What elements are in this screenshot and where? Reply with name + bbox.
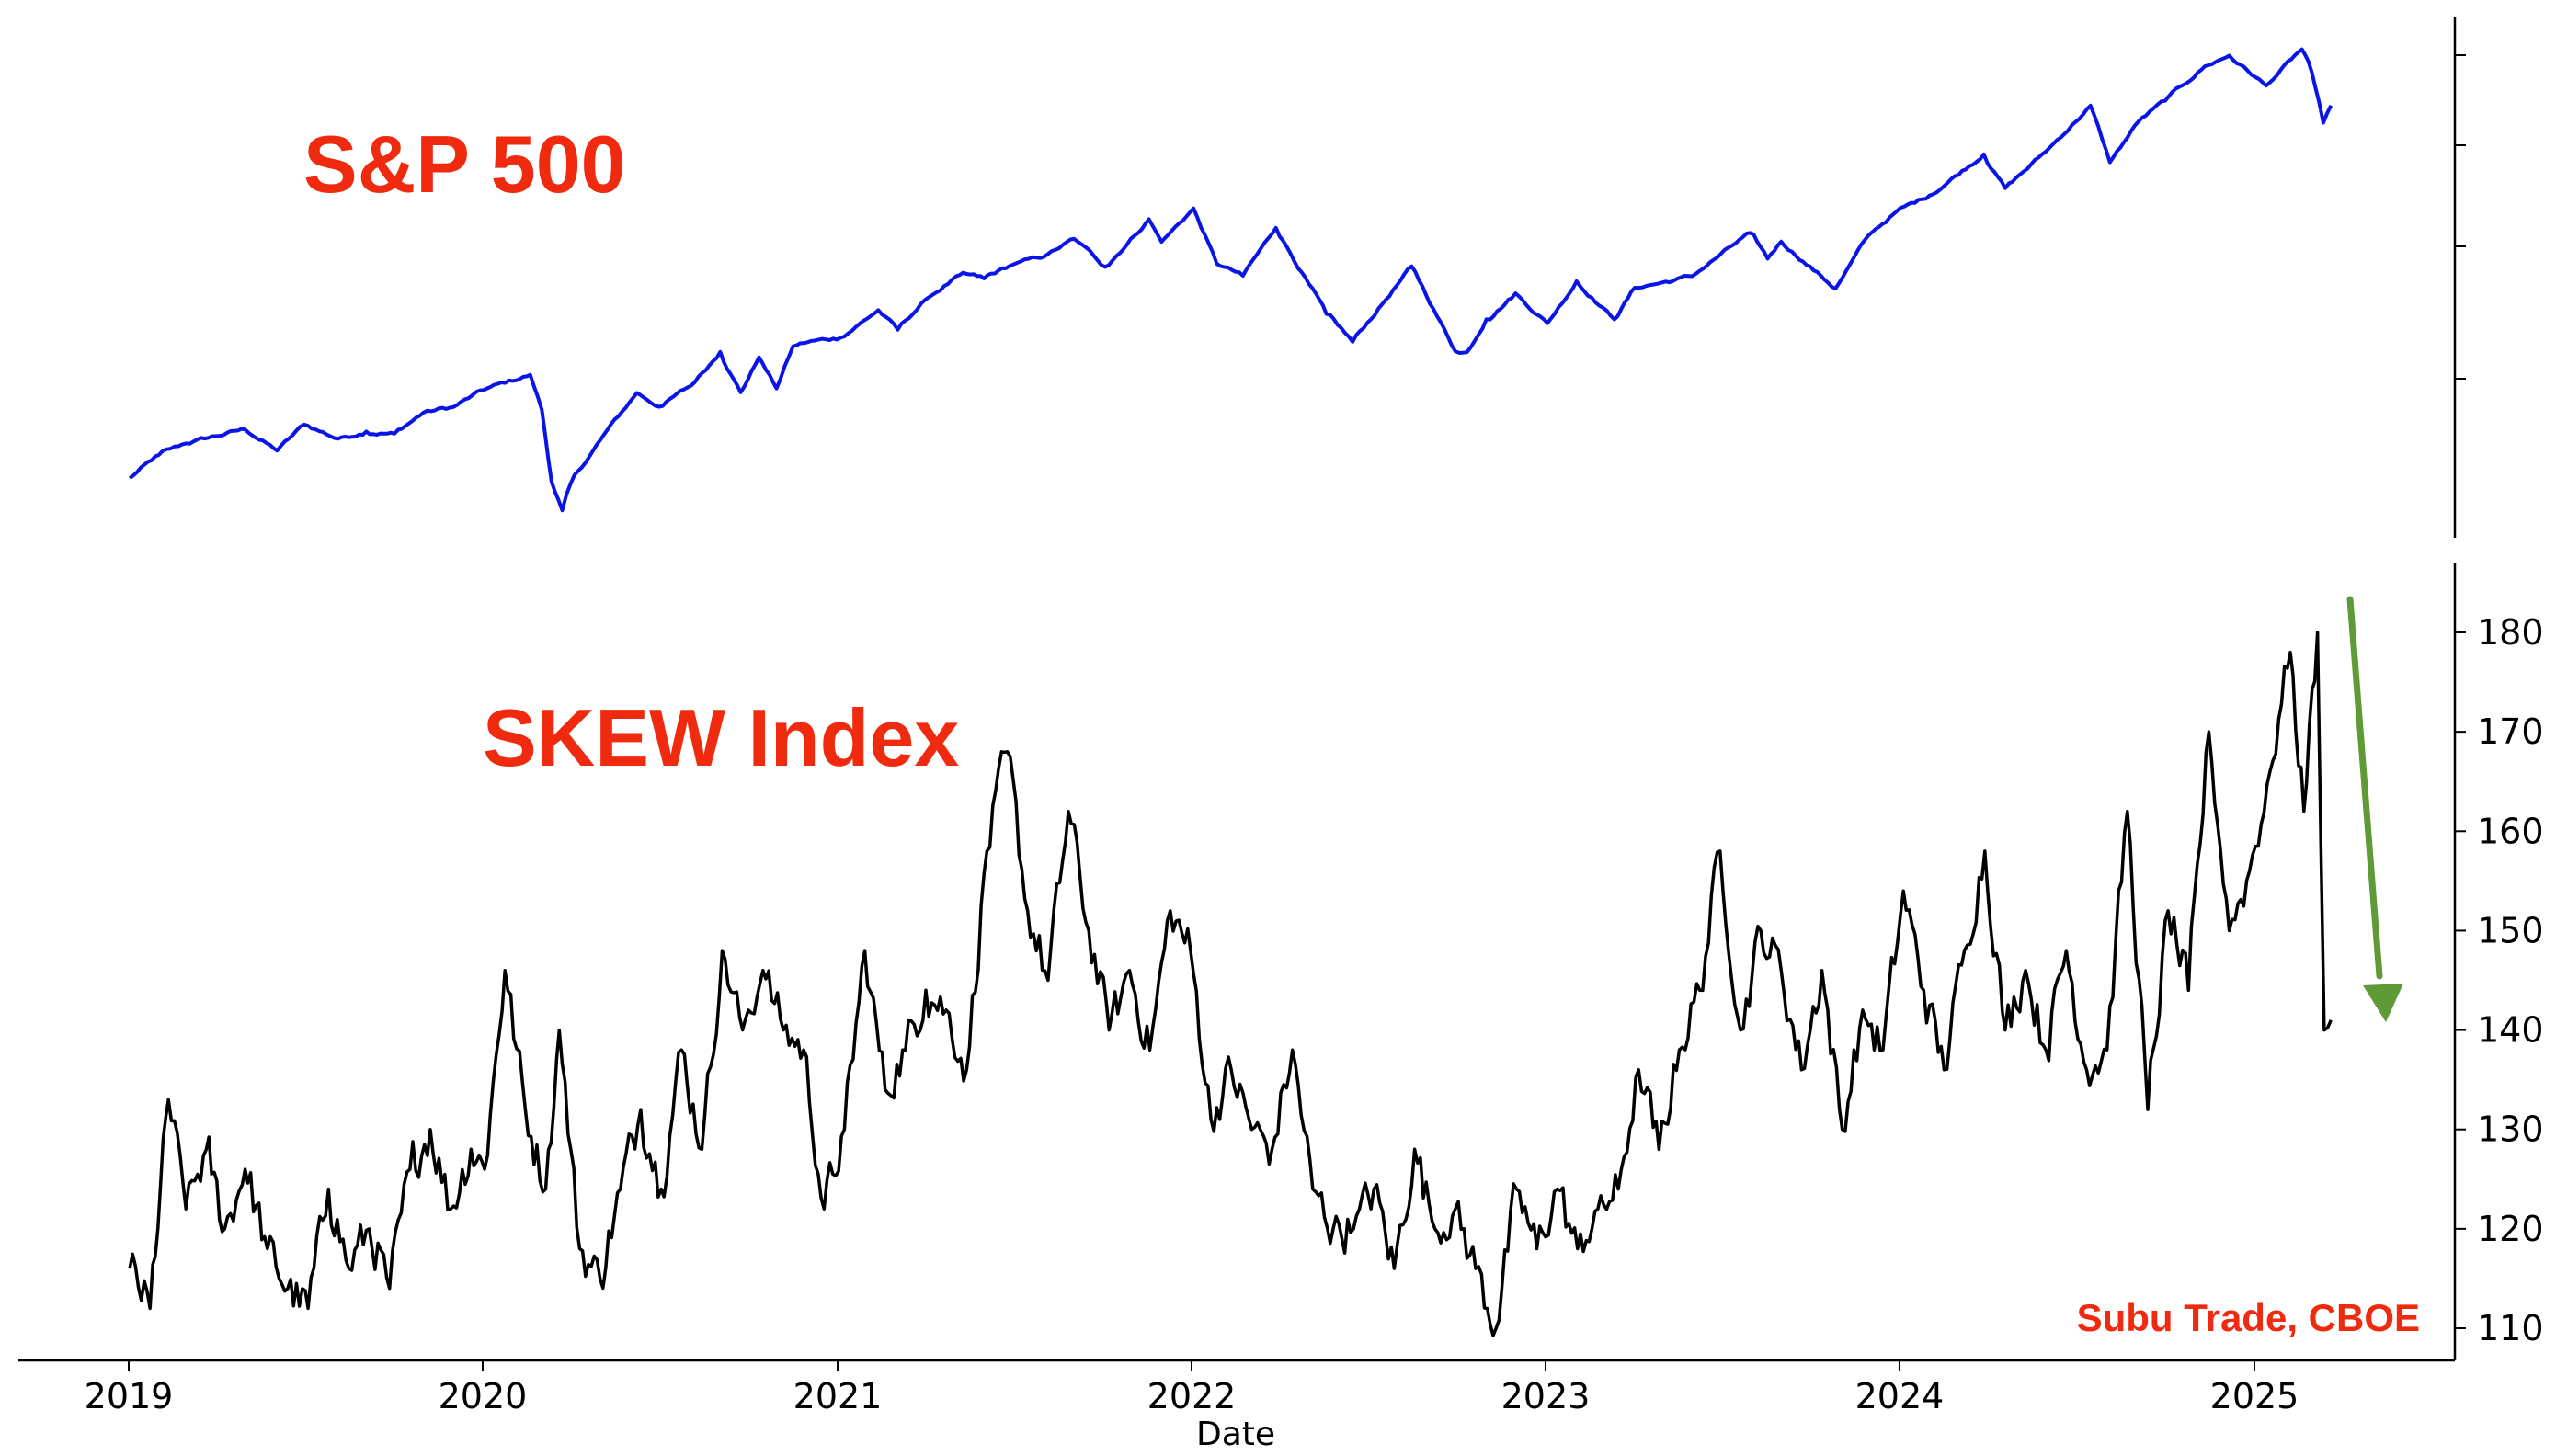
skew-title: SKEW Index — [483, 692, 960, 783]
y-tick-label: 180 — [2477, 612, 2544, 653]
sp500-line — [128, 47, 2333, 513]
sp500-title: S&P 500 — [303, 119, 626, 210]
skew-plot — [128, 631, 2333, 1337]
arrow-shaft — [2346, 596, 2383, 980]
y-tick-label: 110 — [2477, 1308, 2544, 1348]
axes-layer — [18, 17, 2466, 1362]
y-tick-label: 160 — [2477, 811, 2544, 851]
x-tick-label: 2025 — [2210, 1376, 2299, 1416]
y-tick-label: 130 — [2477, 1109, 2544, 1150]
arrow-head — [2363, 984, 2403, 1022]
x-tick-label: 2021 — [793, 1376, 883, 1416]
y-tick-label: 140 — [2477, 1010, 2544, 1051]
trend-arrow — [2346, 596, 2403, 1022]
x-tick-label: 2024 — [1855, 1376, 1945, 1416]
y-tick-label: 120 — [2477, 1209, 2544, 1249]
skew-line — [128, 631, 2333, 1337]
source-label: Subu Trade, CBOE — [2076, 1296, 2420, 1339]
y-tick-label: 170 — [2477, 711, 2544, 752]
x-tick-label: 2023 — [1501, 1376, 1591, 1416]
tick-layer: 110 120 130 140 150 160 170 180 2019 2020 2021 2022… — [85, 612, 2544, 1416]
sp500-plot — [128, 47, 2333, 513]
x-tick-label: 2022 — [1147, 1376, 1237, 1416]
x-axis-label: Date — [1196, 1416, 1275, 1452]
x-tick-label: 2020 — [439, 1376, 528, 1416]
y-tick-label: 150 — [2477, 910, 2544, 950]
x-tick-label: 2019 — [85, 1376, 174, 1416]
